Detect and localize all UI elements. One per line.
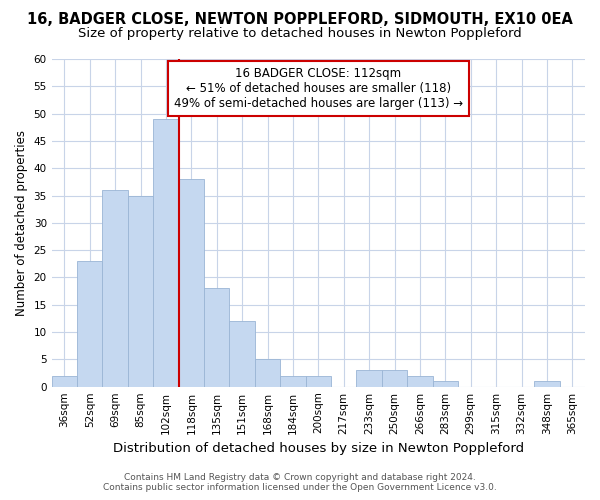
Bar	[433, 381, 458, 386]
Bar	[52, 376, 77, 386]
Bar	[153, 119, 179, 386]
Bar	[128, 196, 153, 386]
Bar	[534, 381, 560, 386]
X-axis label: Distribution of detached houses by size in Newton Poppleford: Distribution of detached houses by size …	[113, 442, 524, 455]
Bar	[103, 190, 128, 386]
Bar	[179, 179, 204, 386]
Text: Contains HM Land Registry data © Crown copyright and database right 2024.
Contai: Contains HM Land Registry data © Crown c…	[103, 473, 497, 492]
Y-axis label: Number of detached properties: Number of detached properties	[15, 130, 28, 316]
Bar	[280, 376, 305, 386]
Text: Size of property relative to detached houses in Newton Poppleford: Size of property relative to detached ho…	[78, 28, 522, 40]
Bar	[407, 376, 433, 386]
Text: 16 BADGER CLOSE: 112sqm
← 51% of detached houses are smaller (118)
49% of semi-d: 16 BADGER CLOSE: 112sqm ← 51% of detache…	[174, 67, 463, 110]
Bar	[356, 370, 382, 386]
Bar	[305, 376, 331, 386]
Text: 16, BADGER CLOSE, NEWTON POPPLEFORD, SIDMOUTH, EX10 0EA: 16, BADGER CLOSE, NEWTON POPPLEFORD, SID…	[27, 12, 573, 28]
Bar	[204, 288, 229, 386]
Bar	[77, 261, 103, 386]
Bar	[229, 321, 255, 386]
Bar	[255, 360, 280, 386]
Bar	[382, 370, 407, 386]
